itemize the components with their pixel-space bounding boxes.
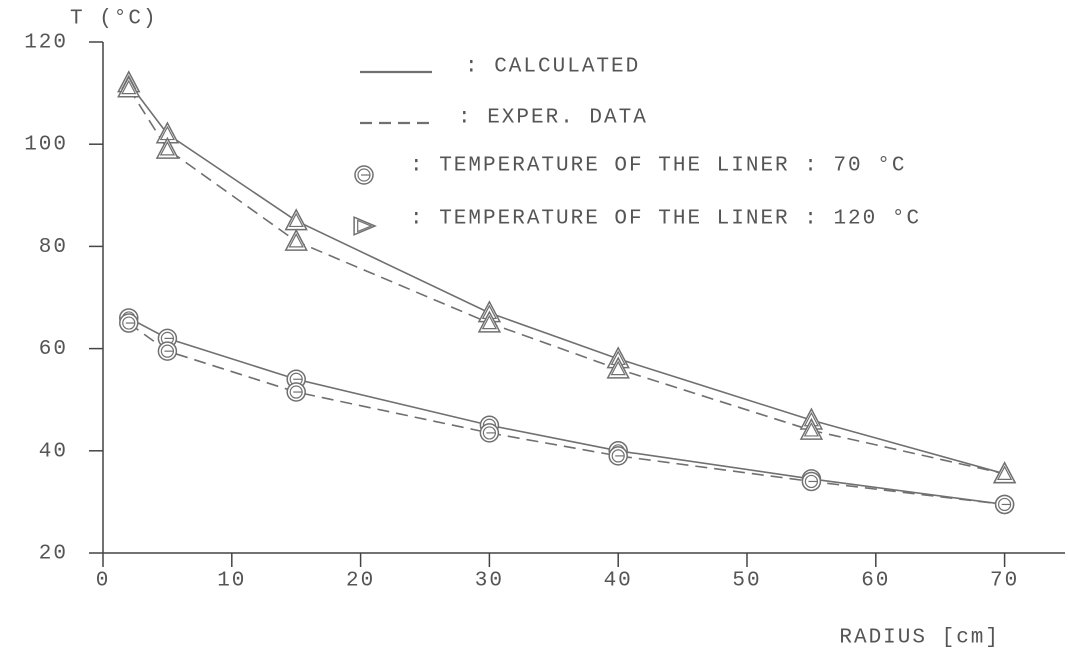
triangle-marker bbox=[353, 216, 377, 236]
marker-part bbox=[803, 422, 820, 437]
triangle-marker bbox=[284, 228, 308, 251]
circle-marker bbox=[994, 494, 1015, 515]
marker-part bbox=[288, 233, 304, 248]
marker-part bbox=[159, 141, 176, 156]
marker-part bbox=[357, 219, 373, 233]
triangle-marker bbox=[117, 75, 141, 98]
x-tick-label: 10 bbox=[217, 570, 246, 593]
legend-label: : TEMPERATURE OF THE LINER : 70 °C bbox=[410, 155, 906, 178]
circle-marker bbox=[608, 446, 628, 466]
x-tick-label: 50 bbox=[732, 570, 761, 593]
circle-marker bbox=[479, 423, 500, 443]
x-axis-label: RADIUS [cm] bbox=[839, 627, 1000, 650]
x-tick-label: 40 bbox=[604, 570, 633, 593]
triangle-marker bbox=[799, 417, 824, 440]
marker-part bbox=[481, 314, 498, 330]
circle-marker bbox=[119, 313, 139, 333]
triangle-marker bbox=[606, 356, 630, 379]
x-tick-label: 20 bbox=[346, 570, 375, 593]
legend-label: : CALCULATED bbox=[465, 56, 640, 79]
marker-part bbox=[121, 79, 137, 95]
y-tick-label: 40 bbox=[39, 440, 68, 463]
x-tick-label: 70 bbox=[990, 570, 1019, 593]
circle-marker bbox=[801, 471, 822, 492]
circle-marker bbox=[286, 382, 306, 402]
triangle-marker bbox=[477, 310, 502, 333]
legend-label: : EXPER. DATA bbox=[458, 107, 648, 130]
marker-part bbox=[996, 465, 1013, 480]
x-tick-label: 60 bbox=[861, 570, 890, 593]
circle-marker bbox=[354, 165, 374, 185]
legend-label: : TEMPERATURE OF THE LINER : 120 °C bbox=[410, 208, 921, 231]
circle-marker bbox=[157, 341, 178, 361]
x-tick-label: 30 bbox=[475, 570, 504, 593]
marker-part bbox=[288, 212, 304, 228]
y-axis-label: T (°C) bbox=[70, 8, 158, 31]
marker-part bbox=[610, 360, 626, 376]
y-tick-label: 100 bbox=[24, 134, 68, 157]
y-tick-label: 120 bbox=[24, 32, 68, 55]
x-tick-label: 0 bbox=[96, 570, 111, 593]
triangle-marker bbox=[992, 461, 1017, 484]
y-tick-label: 60 bbox=[39, 338, 68, 361]
triangle-marker bbox=[155, 136, 180, 159]
y-tick-label: 80 bbox=[39, 236, 68, 259]
y-tick-label: 20 bbox=[39, 543, 68, 566]
